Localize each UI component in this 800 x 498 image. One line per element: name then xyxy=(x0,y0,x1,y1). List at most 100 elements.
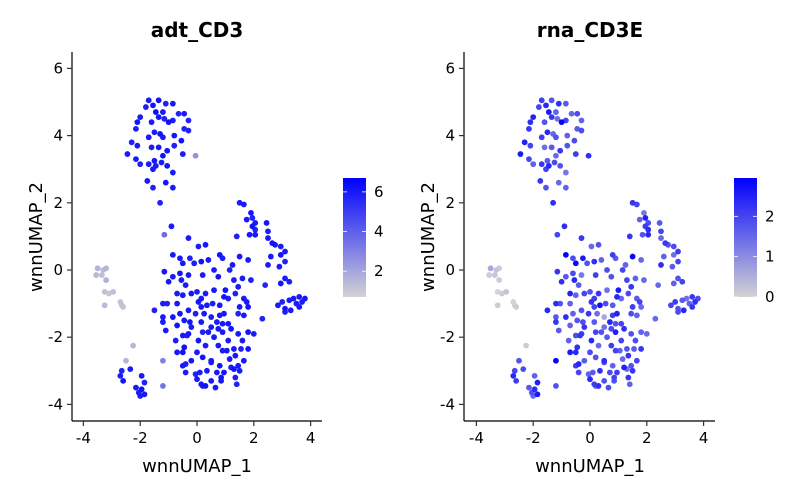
data-point xyxy=(238,346,244,352)
data-point xyxy=(169,314,176,320)
data-point xyxy=(591,319,598,325)
data-point xyxy=(137,393,144,399)
data-point xyxy=(555,100,562,107)
data-point xyxy=(557,300,564,307)
data-point xyxy=(192,152,199,159)
data-point xyxy=(152,109,159,115)
data-point xyxy=(164,300,171,307)
data-point xyxy=(269,240,276,247)
data-point xyxy=(597,367,603,374)
data-point xyxy=(267,253,274,260)
y-tick-label: 4 xyxy=(445,127,455,145)
data-point xyxy=(282,305,288,312)
data-point xyxy=(636,216,643,223)
data-point xyxy=(643,330,650,337)
data-point xyxy=(545,162,552,169)
data-point xyxy=(553,314,559,320)
data-point xyxy=(567,290,574,297)
data-point xyxy=(597,302,603,309)
y-axis-label: wnnUMAP_2 xyxy=(418,182,439,292)
data-point xyxy=(202,383,209,389)
data-point xyxy=(218,374,225,381)
data-point xyxy=(235,283,242,290)
data-point xyxy=(548,144,555,151)
data-point xyxy=(175,110,182,117)
data-point xyxy=(595,342,602,349)
data-point xyxy=(589,369,596,376)
data-point xyxy=(580,255,586,262)
data-point xyxy=(204,367,210,374)
data-point xyxy=(612,347,619,354)
data-point xyxy=(562,273,569,280)
data-point xyxy=(127,366,134,373)
data-point xyxy=(177,310,183,317)
data-point xyxy=(511,367,518,374)
data-point xyxy=(592,354,599,361)
data-point xyxy=(201,310,208,317)
data-point xyxy=(618,337,625,344)
data-point xyxy=(562,314,569,320)
legend-colorbar xyxy=(734,178,757,297)
data-point xyxy=(628,310,635,317)
legend-tick-label: 2 xyxy=(765,207,775,225)
data-point xyxy=(130,342,137,349)
data-point xyxy=(178,277,185,283)
data-point xyxy=(265,262,271,268)
data-point xyxy=(194,376,200,383)
data-point xyxy=(571,137,578,144)
data-point xyxy=(574,344,581,351)
data-point xyxy=(553,134,559,141)
data-point xyxy=(543,184,549,191)
data-point xyxy=(262,282,269,289)
data-point xyxy=(491,272,498,278)
data-point xyxy=(562,169,569,176)
data-point xyxy=(211,334,217,341)
data-point xyxy=(225,320,232,327)
data-point xyxy=(527,119,534,126)
data-point xyxy=(493,267,500,273)
data-point xyxy=(191,260,198,267)
data-point xyxy=(155,114,162,121)
x-tick-label: 4 xyxy=(699,429,709,447)
data-point xyxy=(570,270,576,277)
data-point xyxy=(196,369,203,376)
data-point xyxy=(538,161,545,168)
data-point xyxy=(513,304,520,310)
data-point xyxy=(277,280,284,287)
data-point xyxy=(588,243,595,250)
data-point xyxy=(231,366,237,373)
data-point xyxy=(142,104,149,110)
data-point xyxy=(232,290,239,297)
data-point xyxy=(179,292,186,299)
data-point xyxy=(675,258,681,265)
data-point xyxy=(137,114,144,121)
data-point xyxy=(133,156,139,163)
data-point xyxy=(619,356,626,362)
data-point xyxy=(263,220,270,226)
data-point xyxy=(609,251,616,258)
data-point xyxy=(202,241,209,248)
data-point xyxy=(486,272,493,278)
data-point xyxy=(199,272,206,278)
data-point xyxy=(248,209,254,216)
data-point xyxy=(161,231,168,238)
data-point xyxy=(631,346,637,352)
data-point xyxy=(187,255,193,262)
data-point xyxy=(236,253,243,260)
data-point xyxy=(516,357,522,364)
data-point xyxy=(226,356,233,362)
data-point xyxy=(239,275,246,282)
data-point xyxy=(169,251,176,258)
data-point xyxy=(205,257,212,263)
data-point xyxy=(265,235,271,241)
data-point xyxy=(591,304,598,310)
data-point xyxy=(592,329,599,336)
data-point xyxy=(195,337,202,344)
data-point xyxy=(619,267,626,273)
data-point xyxy=(675,309,681,315)
data-point xyxy=(567,300,574,307)
data-point xyxy=(578,272,585,278)
data-point xyxy=(151,157,158,164)
data-point xyxy=(231,346,237,352)
data-point xyxy=(669,263,676,270)
